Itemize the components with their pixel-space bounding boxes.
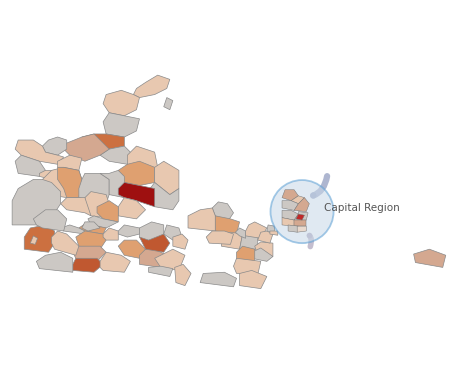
Polygon shape [258,231,273,243]
Polygon shape [206,231,234,244]
Polygon shape [134,75,170,98]
Polygon shape [188,208,215,231]
Polygon shape [61,225,85,234]
Polygon shape [236,246,255,264]
Polygon shape [212,202,234,222]
Polygon shape [155,249,185,270]
Polygon shape [255,242,273,256]
Polygon shape [64,134,109,161]
FancyArrowPatch shape [310,236,311,247]
Polygon shape [33,210,67,231]
Polygon shape [42,167,82,198]
Polygon shape [296,214,304,220]
Polygon shape [270,231,278,235]
Polygon shape [118,198,146,219]
Polygon shape [215,216,240,234]
Polygon shape [57,155,82,170]
FancyArrowPatch shape [313,176,327,196]
Polygon shape [297,226,306,232]
Polygon shape [57,167,82,198]
Text: Capital Region: Capital Region [325,203,400,213]
Polygon shape [73,258,103,272]
Polygon shape [414,249,446,268]
Polygon shape [39,170,55,180]
Polygon shape [294,212,308,220]
Polygon shape [73,246,106,261]
Polygon shape [103,228,118,240]
Polygon shape [97,201,118,222]
Polygon shape [12,180,61,225]
Polygon shape [294,220,306,226]
Polygon shape [100,170,136,198]
Polygon shape [234,258,261,275]
Polygon shape [36,252,73,272]
Polygon shape [118,240,146,258]
Polygon shape [85,192,109,217]
Polygon shape [235,228,246,238]
Polygon shape [282,190,298,201]
Polygon shape [42,137,67,155]
Polygon shape [61,198,91,216]
Polygon shape [103,113,140,137]
Polygon shape [149,266,173,276]
Polygon shape [246,222,267,238]
Polygon shape [51,231,79,255]
Polygon shape [294,198,309,212]
Polygon shape [79,173,109,204]
Polygon shape [82,134,124,149]
Polygon shape [118,225,140,237]
Polygon shape [82,222,100,231]
Polygon shape [240,270,267,289]
Polygon shape [118,161,155,185]
Polygon shape [173,234,188,249]
Polygon shape [221,232,242,249]
Polygon shape [88,216,118,228]
Polygon shape [76,231,106,249]
Polygon shape [282,210,298,220]
Polygon shape [100,146,134,164]
Polygon shape [164,225,182,240]
Polygon shape [140,249,167,268]
Polygon shape [30,236,38,244]
Polygon shape [164,98,173,110]
Polygon shape [118,183,155,207]
Polygon shape [15,140,64,164]
Polygon shape [100,252,130,272]
Polygon shape [103,90,140,116]
Polygon shape [282,217,294,226]
Circle shape [270,180,333,243]
Polygon shape [267,225,275,232]
Polygon shape [252,248,273,261]
Polygon shape [288,225,298,232]
Polygon shape [200,272,236,287]
Polygon shape [155,161,179,195]
Polygon shape [140,222,164,240]
Polygon shape [240,234,258,249]
Polygon shape [146,183,179,210]
Polygon shape [15,155,45,176]
Polygon shape [282,201,298,210]
Polygon shape [140,231,170,252]
Polygon shape [79,222,106,234]
Polygon shape [291,196,304,204]
Polygon shape [24,225,55,252]
Polygon shape [127,146,158,173]
Polygon shape [175,264,191,286]
